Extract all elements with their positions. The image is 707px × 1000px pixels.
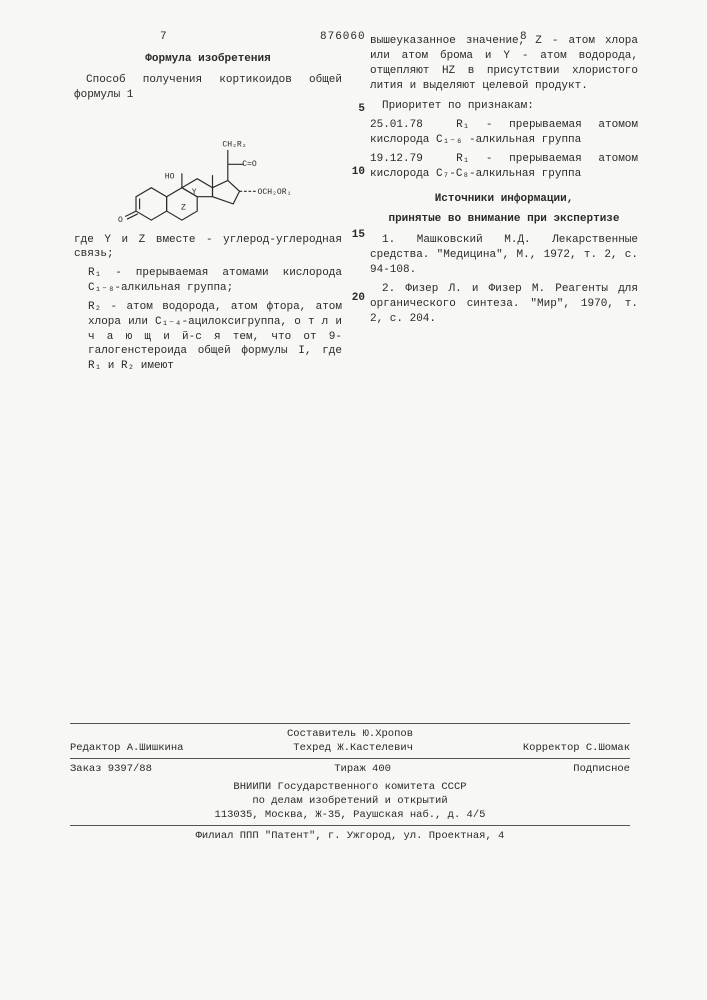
priority-1-date: 25.01.78	[370, 119, 423, 131]
order-number: Заказ 9397/88	[70, 762, 152, 776]
separator-mid	[70, 758, 630, 759]
label-ho: HO	[165, 172, 175, 181]
page-root: 7 876060 8 Формула изобретения Способ по…	[0, 0, 707, 1000]
tech-editor: Техред Ж.Кастелевич	[293, 741, 413, 755]
label-y: Y	[192, 188, 197, 197]
label-ch2r2: CH₂R₂	[222, 140, 246, 149]
editor: Редактор А.Шишкина	[70, 741, 183, 755]
linenum-15: 15	[345, 228, 365, 243]
label-o: O	[118, 215, 123, 224]
org-line2: по делам изобретений и открытий	[70, 794, 630, 808]
r2-def: R₂ - атом водорода, атом фтора, атом хло…	[74, 300, 342, 374]
chemical-structure: CH₂R₂ C=O OCH₂OR₁ HO Y Z O	[118, 107, 298, 227]
intro-text: Способ получения кортикоидов общей форму…	[74, 73, 342, 103]
continuation-text: вышеуказанное значение, Z - атом хлора и…	[370, 34, 638, 93]
tirage: Тираж 400	[334, 762, 391, 776]
priority-1: 25.01.78 R₁ - прерываемая атомом кислоро…	[370, 118, 638, 148]
priority-title: Приоритет по признакам:	[370, 99, 638, 114]
line-number-gutter: 5 10 15 20	[345, 102, 365, 353]
separator-bottom	[70, 825, 630, 826]
where-yz: где Y и Z вместе - углерод-углеродная св…	[74, 233, 342, 263]
label-och2or1: OCH₂OR₁	[258, 188, 292, 197]
label-z: Z	[181, 203, 186, 212]
filial: Филиал ППП "Патент", г. Ужгород, ул. Про…	[70, 829, 630, 843]
page-number-left: 7	[160, 30, 167, 45]
right-column: вышеуказанное значение, Z - атом хлора и…	[370, 34, 638, 330]
corrector: Корректор С.Шомак	[523, 741, 630, 755]
org-line1: ВНИИПИ Государственного комитета СССР	[70, 780, 630, 794]
footer-row-order: Заказ 9397/88 Тираж 400 Подписное	[70, 762, 630, 776]
linenum-5: 5	[345, 102, 365, 117]
source-1: 1. Машковский М.Д. Лекарственные средств…	[370, 233, 638, 278]
linenum-20: 20	[345, 291, 365, 306]
footer-block: Составитель Ю.Хропов Редактор А.Шишкина …	[70, 720, 630, 843]
address: 113035, Москва, Ж-35, Раушская наб., д. …	[70, 808, 630, 822]
sources-title1: Источники информации,	[370, 192, 638, 207]
label-co: C=O	[242, 160, 257, 169]
sources-title2: принятые во внимание при экспертизе	[370, 212, 638, 227]
source-2: 2. Физер Л. и Физер М. Реагенты для орга…	[370, 282, 638, 327]
claims-title: Формула изобретения	[74, 52, 342, 67]
compiler: Составитель Ю.Хропов	[70, 727, 630, 741]
document-number: 876060	[320, 30, 366, 45]
r1-def: R₁ - прерываемая атомами кислорода С₁₋₈-…	[74, 266, 342, 296]
separator-top	[70, 723, 630, 724]
podpisnoe: Подписное	[573, 762, 630, 776]
linenum-10: 10	[345, 165, 365, 180]
priority-2: 19.12.79 R₁ - прерываемая атомом кислоро…	[370, 152, 638, 182]
footer-row-credits: Редактор А.Шишкина Техред Ж.Кастелевич К…	[70, 741, 630, 755]
priority-2-date: 19.12.79	[370, 153, 423, 165]
left-column: Формула изобретения Способ получения кор…	[74, 52, 342, 378]
